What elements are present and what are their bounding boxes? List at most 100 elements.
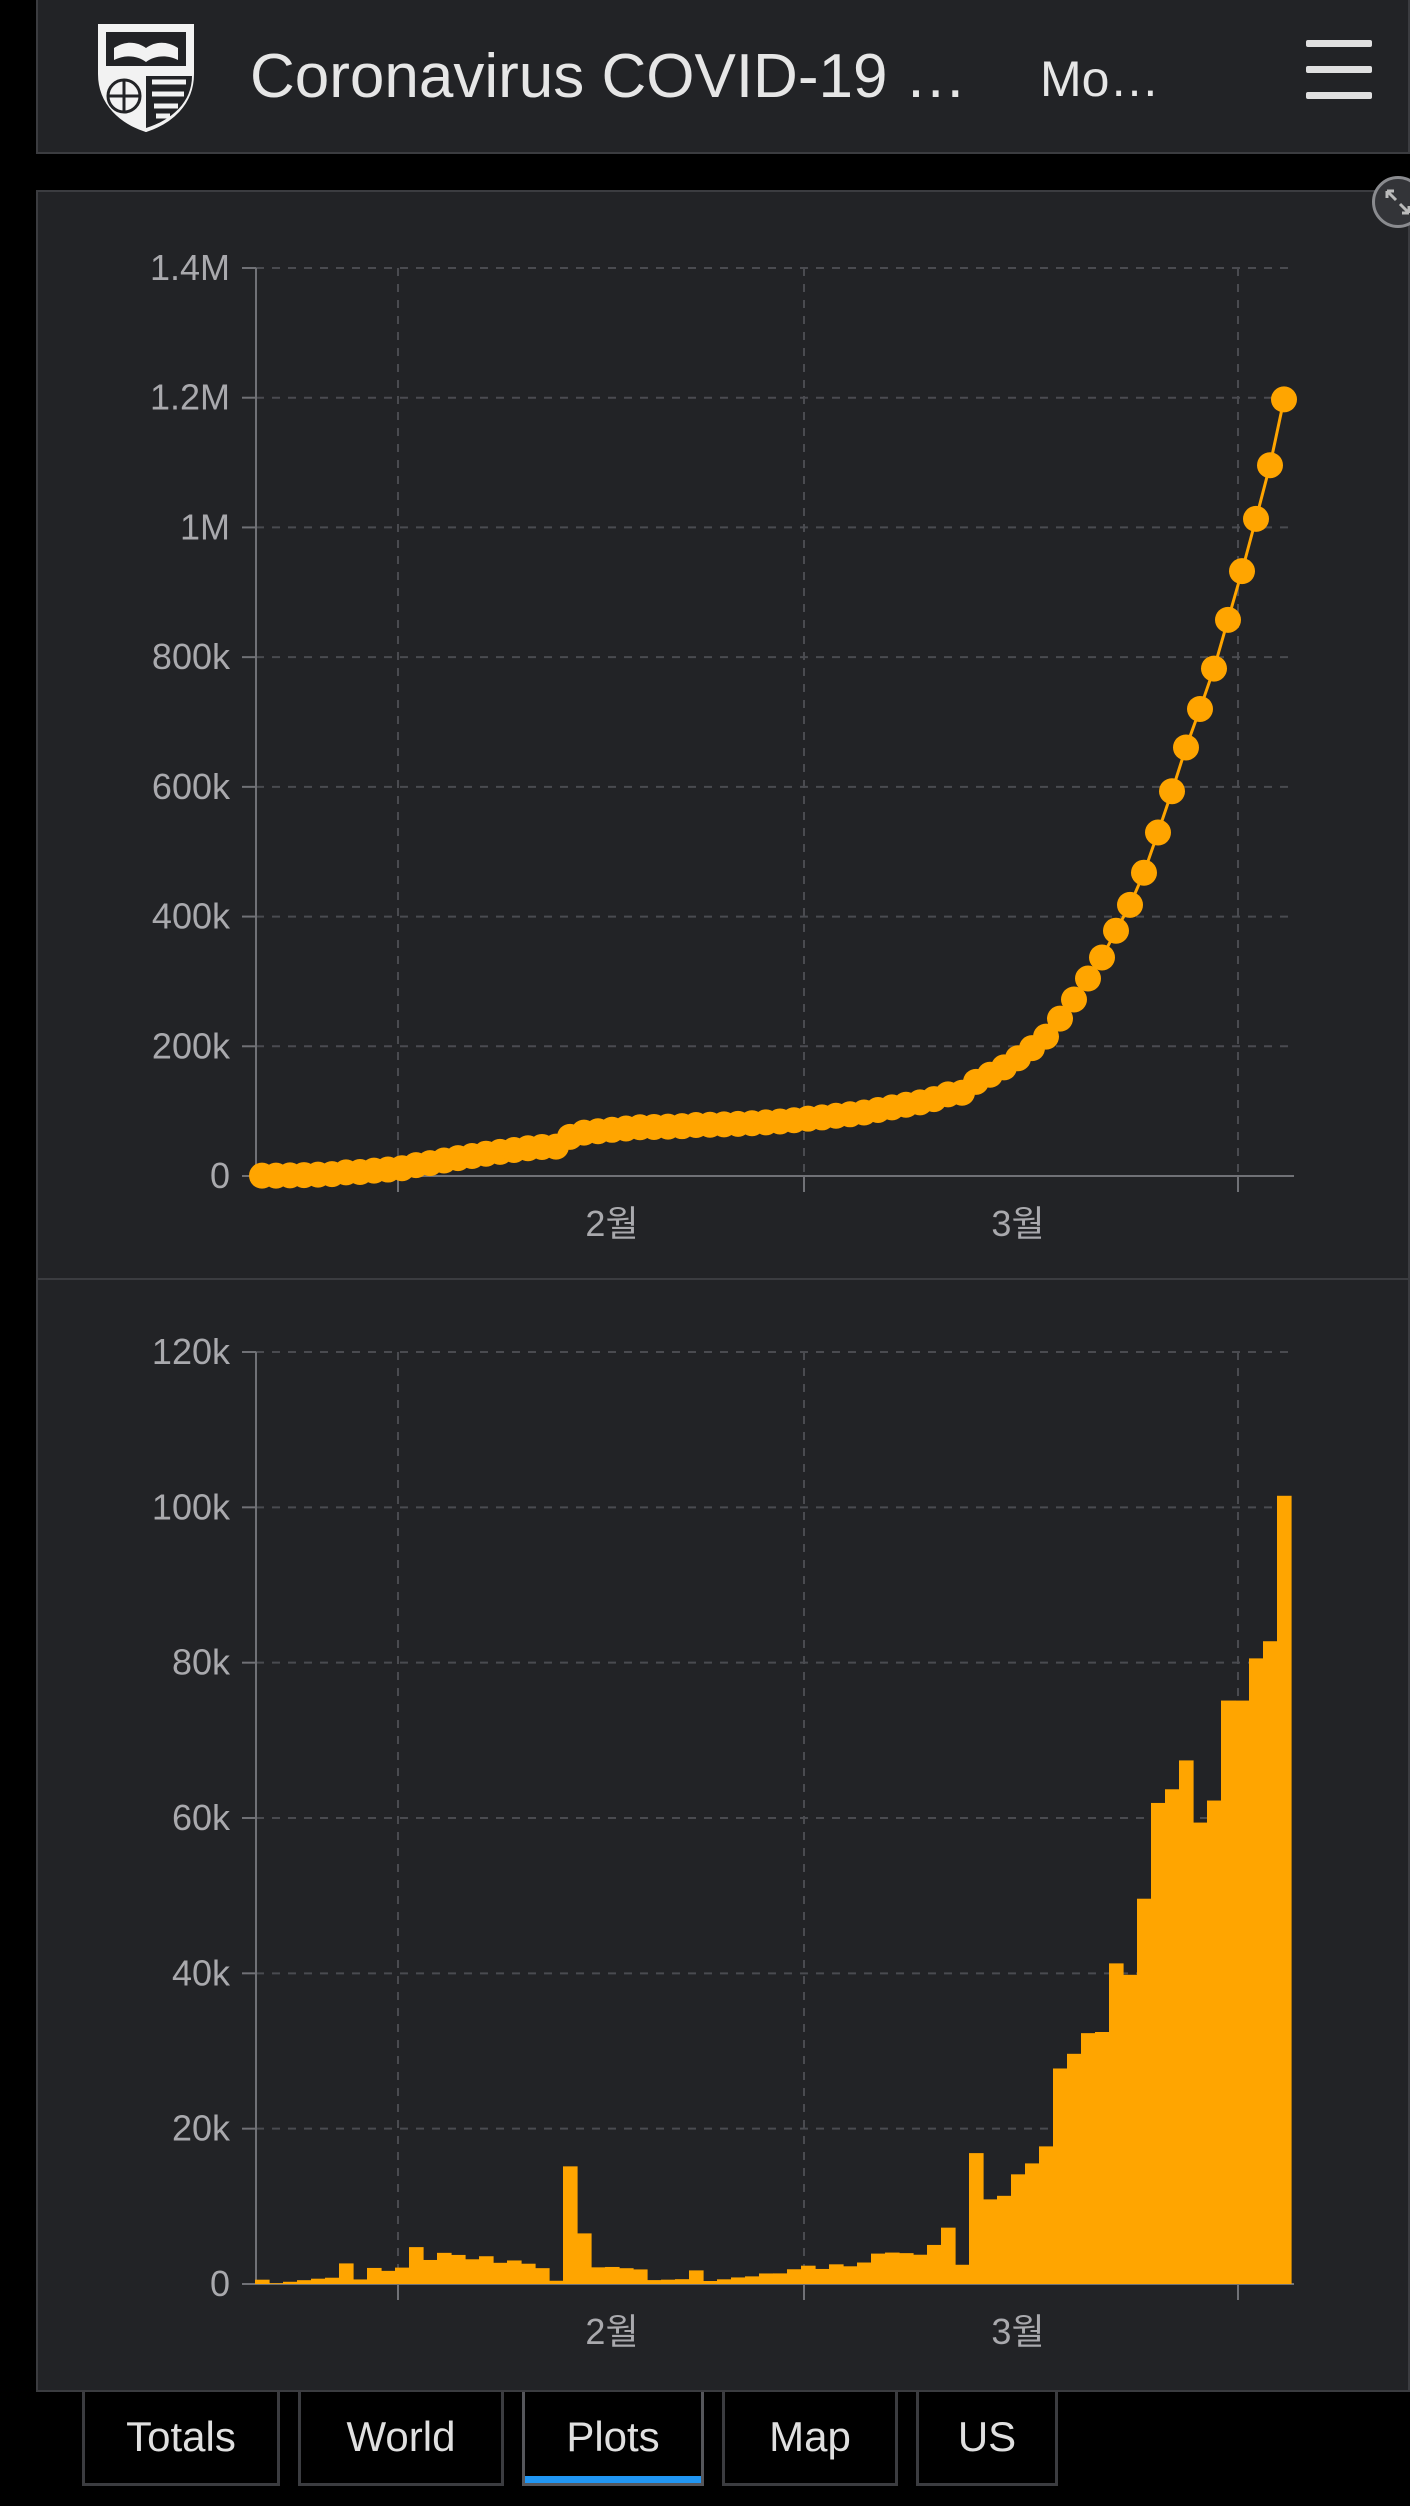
- y-tick-label: 20k: [172, 2108, 231, 2149]
- data-point: [1075, 965, 1101, 992]
- data-bar: [899, 2253, 914, 2284]
- data-bar: [325, 2277, 340, 2284]
- y-tick-label: 120k: [152, 1331, 231, 1372]
- y-tick-label: 200k: [152, 1025, 231, 1066]
- app-title: Coronavirus COVID-19 …: [250, 42, 967, 111]
- tab-world[interactable]: World: [298, 2392, 504, 2486]
- data-bar: [1109, 1963, 1124, 2284]
- data-bar: [521, 2263, 536, 2284]
- data-bar: [815, 2268, 830, 2284]
- data-bar: [941, 2227, 956, 2284]
- data-bar: [675, 2279, 690, 2284]
- hamburger-menu-icon[interactable]: [1306, 40, 1376, 100]
- data-bar: [801, 2265, 816, 2284]
- data-bar: [1081, 2033, 1096, 2284]
- cumulative-cases-chart: 0 200k 400k 600k 800k 1M 1.2M 1.4M 2월 3월: [150, 247, 1297, 1244]
- data-bar: [1137, 1898, 1152, 2284]
- data-bar: [549, 2280, 564, 2284]
- daily-cases-chart: 0 20k 40k 60k 80k 100k 120k 2월 3월: [152, 1331, 1294, 2352]
- expand-icon[interactable]: [1372, 176, 1410, 228]
- y-tick-label: 1M: [180, 506, 230, 547]
- data-bar: [269, 2283, 284, 2284]
- data-point: [1033, 1023, 1059, 1050]
- x-tick-label: 3월: [991, 1203, 1044, 1244]
- data-bar: [927, 2244, 942, 2284]
- data-bar: [1249, 1658, 1264, 2284]
- y-tick-label: 400k: [152, 896, 231, 937]
- data-bar: [339, 2263, 354, 2284]
- data-bar: [955, 2264, 970, 2284]
- data-bar: [409, 2247, 424, 2284]
- data-bar: [1263, 1641, 1278, 2284]
- data-point: [1117, 891, 1143, 918]
- data-bar: [395, 2267, 410, 2284]
- data-bar: [759, 2273, 774, 2284]
- y-tick-label: 80k: [172, 1642, 231, 1683]
- data-point: [1271, 386, 1297, 413]
- data-point: [1061, 986, 1087, 1013]
- data-bar: [871, 2253, 886, 2284]
- data-bar: [507, 2260, 522, 2284]
- tab-totals[interactable]: Totals: [82, 2392, 280, 2486]
- data-bar: [647, 2280, 662, 2284]
- data-bar: [465, 2259, 480, 2284]
- data-bar: [1011, 2174, 1026, 2284]
- data-bar: [591, 2267, 606, 2284]
- data-bar: [479, 2256, 494, 2284]
- data-bar: [1235, 1700, 1250, 2284]
- data-point: [1131, 859, 1157, 886]
- y-tick-label: 60k: [172, 1797, 231, 1838]
- data-bar: [717, 2279, 732, 2284]
- data-bar: [423, 2259, 438, 2284]
- y-tick-label: 600k: [152, 766, 231, 807]
- data-bar: [1067, 2053, 1082, 2284]
- y-tick-label: 0: [210, 1155, 230, 1196]
- data-point: [1089, 944, 1115, 971]
- data-bar: [353, 2279, 368, 2284]
- data-bar: [689, 2270, 704, 2284]
- data-bar: [913, 2254, 928, 2284]
- y-tick-label: 1.2M: [150, 377, 230, 418]
- x-tick-label: 3월: [991, 2311, 1044, 2352]
- data-bar: [731, 2277, 746, 2284]
- data-bar: [367, 2267, 382, 2284]
- data-bar: [577, 2233, 592, 2284]
- y-tick-label: 40k: [172, 1952, 231, 1993]
- tab-map[interactable]: Map: [722, 2392, 898, 2486]
- data-bar: [311, 2278, 326, 2284]
- jhu-shield-icon[interactable]: [92, 18, 200, 132]
- data-point: [1257, 452, 1283, 479]
- data-bar: [1025, 2163, 1040, 2284]
- x-tick-label: 2월: [585, 1203, 638, 1244]
- data-bar: [983, 2199, 998, 2284]
- data-bar: [1123, 1974, 1138, 2284]
- data-bar: [661, 2279, 676, 2284]
- data-point: [1229, 558, 1255, 585]
- data-bar: [633, 2269, 648, 2284]
- data-bar: [297, 2280, 312, 2284]
- data-bar: [451, 2254, 466, 2284]
- x-tick-label: 2월: [585, 2311, 638, 2352]
- data-bar: [563, 2166, 578, 2284]
- app-subtitle-dropdown[interactable]: Mo…: [1040, 51, 1160, 107]
- data-bar: [1179, 1760, 1194, 2284]
- data-bar: [283, 2281, 298, 2284]
- data-bar: [1053, 2068, 1068, 2284]
- data-bar: [381, 2270, 396, 2284]
- data-bar: [255, 2279, 270, 2284]
- data-point: [1103, 917, 1129, 944]
- data-bar: [535, 2268, 550, 2284]
- data-bar: [1095, 2032, 1110, 2284]
- data-bar: [969, 2153, 984, 2284]
- data-bar: [619, 2268, 634, 2284]
- y-tick-label: 0: [210, 2263, 230, 2304]
- data-bar: [1151, 1802, 1166, 2284]
- data-point: [1187, 695, 1213, 722]
- data-bar: [773, 2273, 788, 2284]
- tab-us[interactable]: US: [916, 2392, 1058, 2486]
- tab-plots[interactable]: Plots: [522, 2392, 704, 2486]
- data-point: [1047, 1005, 1073, 1032]
- data-bar: [1277, 1495, 1292, 2284]
- data-bar: [787, 2269, 802, 2284]
- chart-divider: [36, 1278, 1410, 1280]
